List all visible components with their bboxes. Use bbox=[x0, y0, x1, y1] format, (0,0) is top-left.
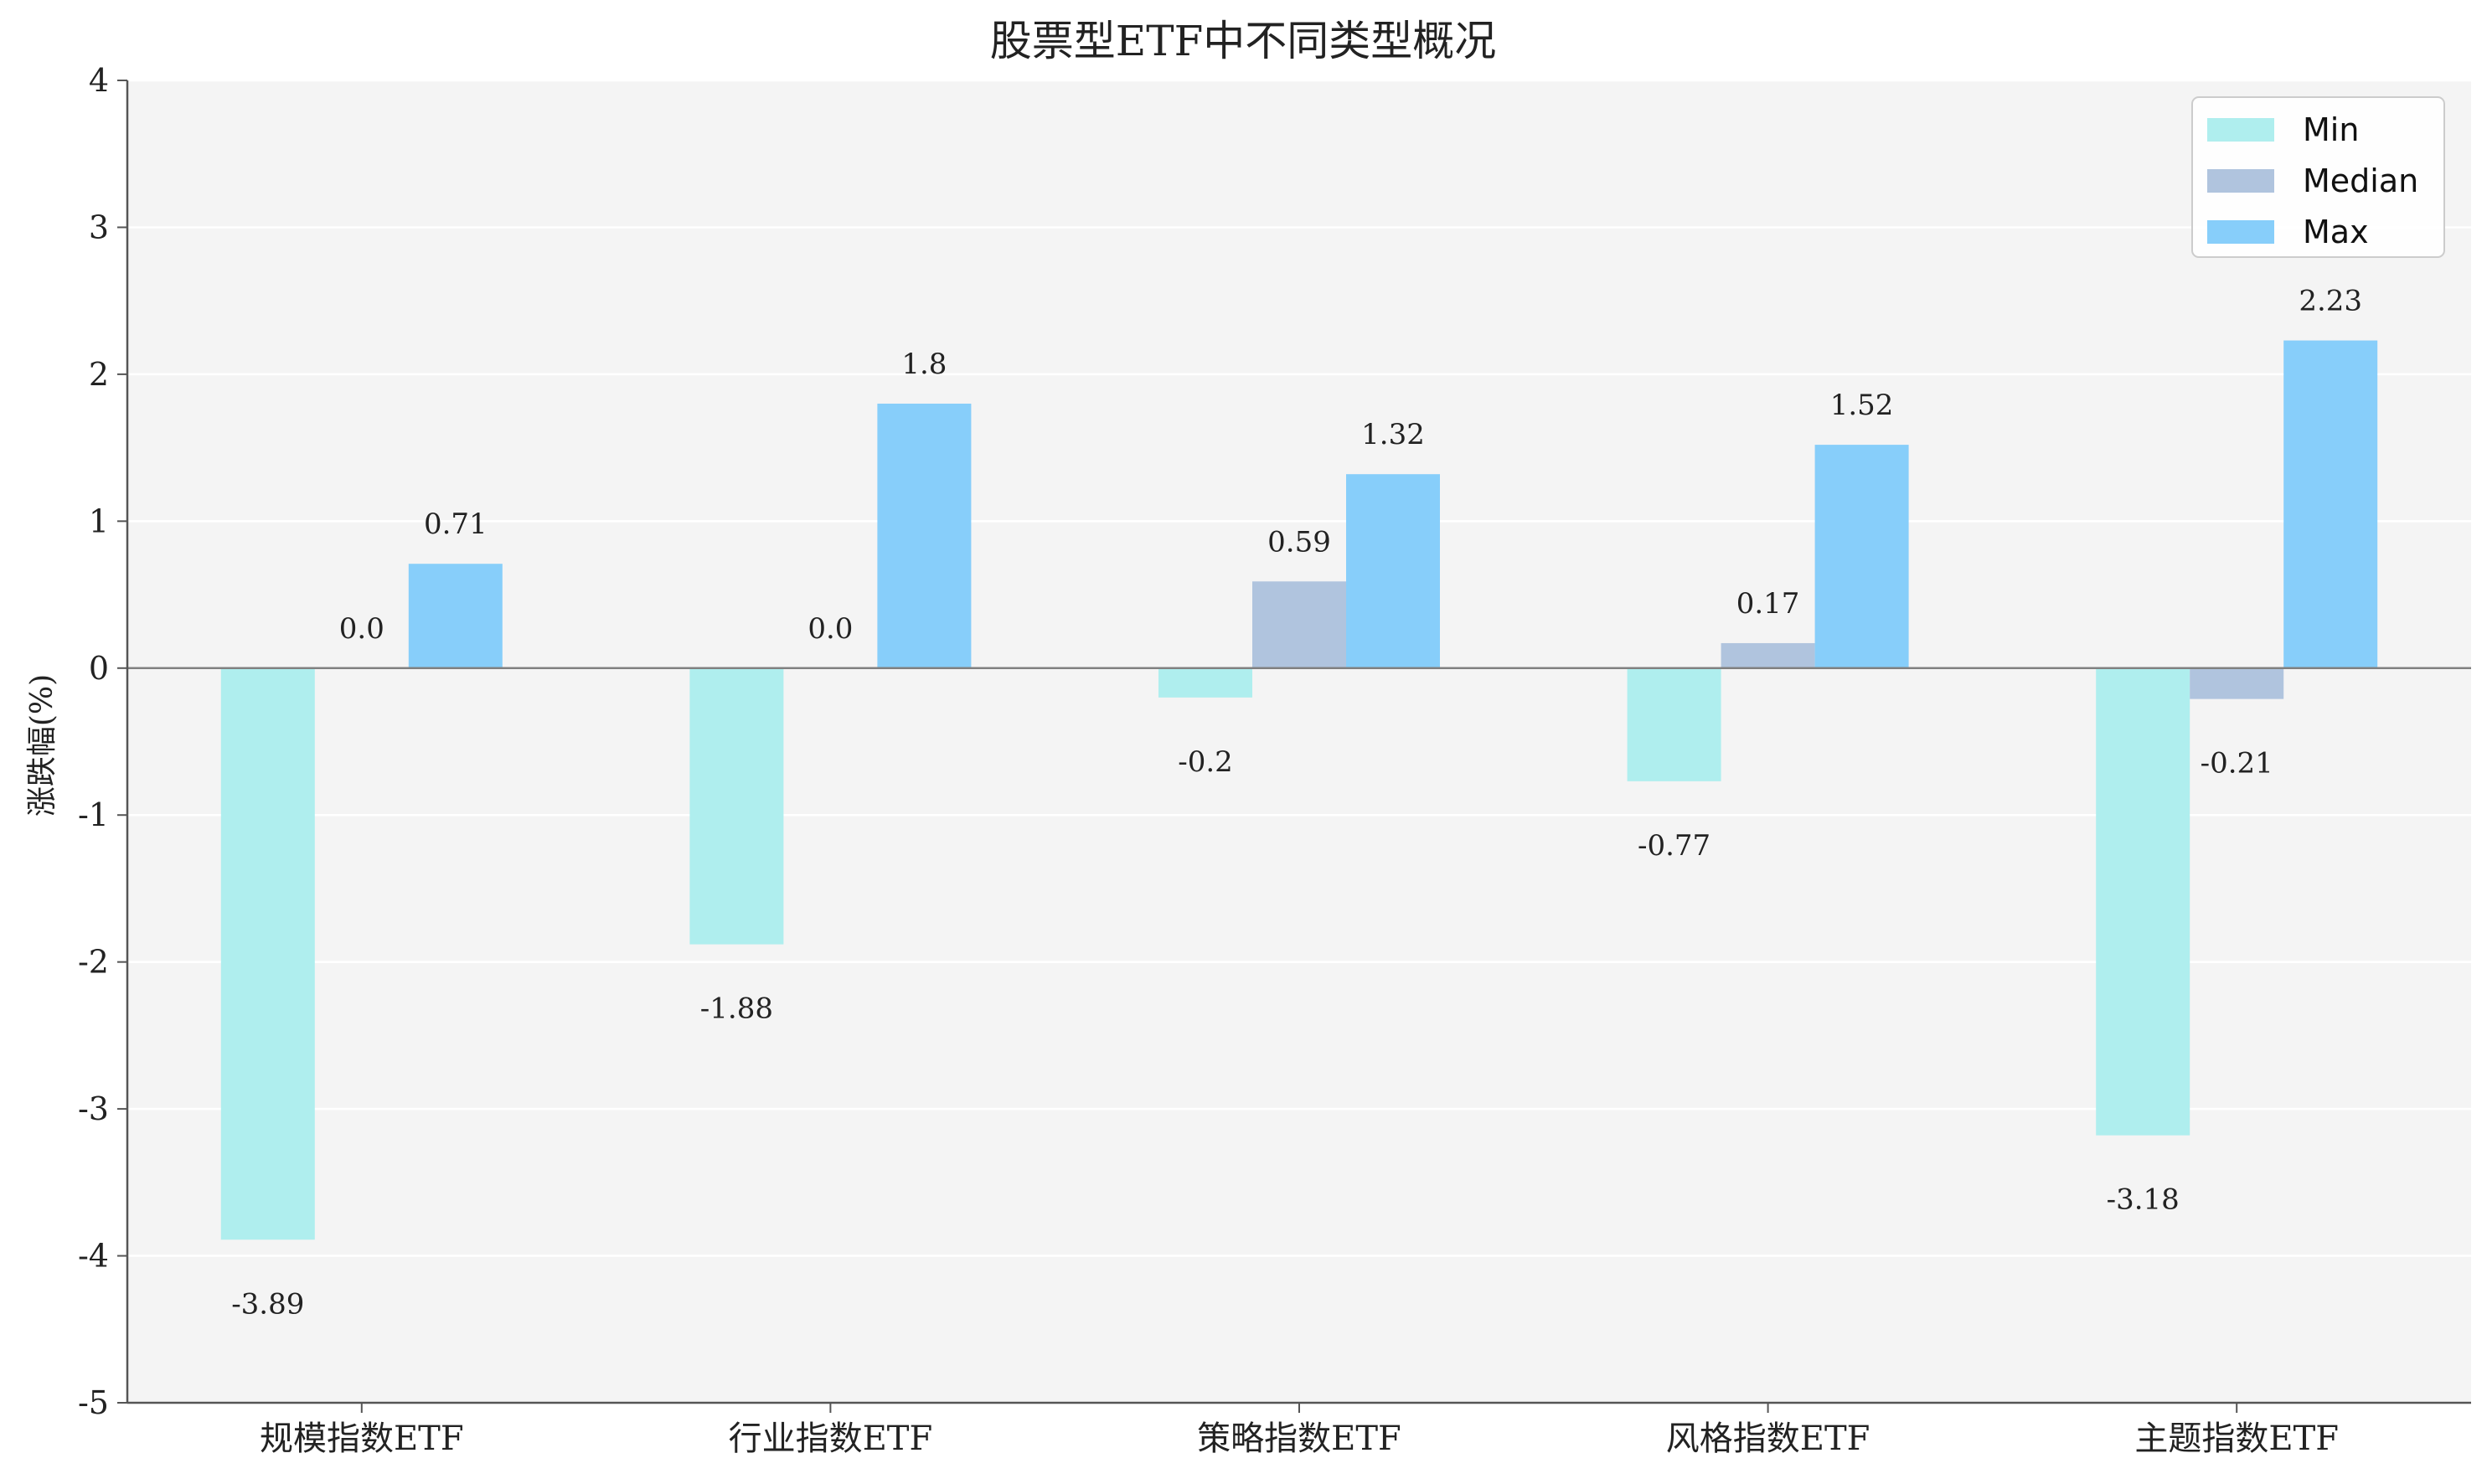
bar-min bbox=[1628, 668, 1721, 781]
x-tick-label: 策略指数ETF bbox=[1197, 1420, 1401, 1458]
bar-min bbox=[221, 668, 315, 1239]
legend-swatch-max bbox=[2207, 220, 2274, 244]
data-label: 1.32 bbox=[1361, 418, 1425, 451]
x-tick-label: 行业指数ETF bbox=[729, 1420, 933, 1458]
y-tick-label: 0 bbox=[89, 650, 109, 687]
bar-median bbox=[1252, 581, 1346, 668]
bar-min bbox=[1158, 668, 1252, 698]
y-tick-label: -1 bbox=[78, 796, 109, 833]
x-tick-label: 风格指数ETF bbox=[1666, 1420, 1870, 1458]
chart-title: 股票型ETF中不同类型概况 bbox=[990, 17, 1497, 65]
data-label: -3.18 bbox=[2107, 1183, 2180, 1217]
bar-max bbox=[409, 564, 503, 668]
data-label: -1.88 bbox=[700, 992, 773, 1026]
y-tick-label: -3 bbox=[78, 1090, 109, 1127]
bar-median bbox=[1721, 643, 1815, 668]
bar-min bbox=[2096, 668, 2190, 1136]
legend-label-max: Max bbox=[2303, 214, 2369, 250]
data-label: 0.17 bbox=[1736, 587, 1800, 621]
legend-label-median: Median bbox=[2303, 162, 2418, 199]
bar-max bbox=[1815, 445, 1909, 668]
data-label: -0.2 bbox=[1178, 745, 1233, 779]
bar-max bbox=[1346, 474, 1440, 668]
y-axis-label: 涨跌幅(%) bbox=[25, 674, 59, 817]
data-label: -0.21 bbox=[2201, 747, 2273, 781]
data-label: 1.52 bbox=[1830, 389, 1894, 422]
legend-swatch-min bbox=[2207, 118, 2274, 142]
data-label: -0.77 bbox=[1638, 829, 1710, 863]
y-tick-label: -4 bbox=[78, 1238, 109, 1275]
bar-max bbox=[2283, 341, 2377, 668]
data-label: 2.23 bbox=[2299, 285, 2362, 318]
bar-min bbox=[689, 668, 783, 945]
data-label: 0.59 bbox=[1267, 525, 1331, 559]
y-tick-label: 3 bbox=[89, 209, 109, 245]
y-tick-label: 2 bbox=[89, 356, 109, 393]
legend: Min Median Max bbox=[2192, 97, 2444, 257]
x-tick-label: 规模指数ETF bbox=[260, 1420, 464, 1458]
x-tick-label: 主题指数ETF bbox=[2134, 1420, 2339, 1458]
data-label: 0.0 bbox=[808, 612, 853, 646]
data-label: -3.89 bbox=[231, 1287, 304, 1321]
data-label: 1.8 bbox=[901, 348, 947, 381]
legend-label-min: Min bbox=[2303, 111, 2359, 148]
legend-swatch-median bbox=[2207, 169, 2274, 193]
data-label: 0.71 bbox=[424, 508, 488, 541]
data-label: 0.0 bbox=[339, 612, 384, 646]
y-tick-label: -2 bbox=[78, 944, 109, 981]
bar-median bbox=[2190, 668, 2283, 699]
y-tick-label: 1 bbox=[89, 502, 109, 539]
y-tick-label: -5 bbox=[78, 1384, 109, 1421]
bar-max bbox=[877, 404, 971, 668]
y-tick-label: 4 bbox=[89, 62, 109, 99]
